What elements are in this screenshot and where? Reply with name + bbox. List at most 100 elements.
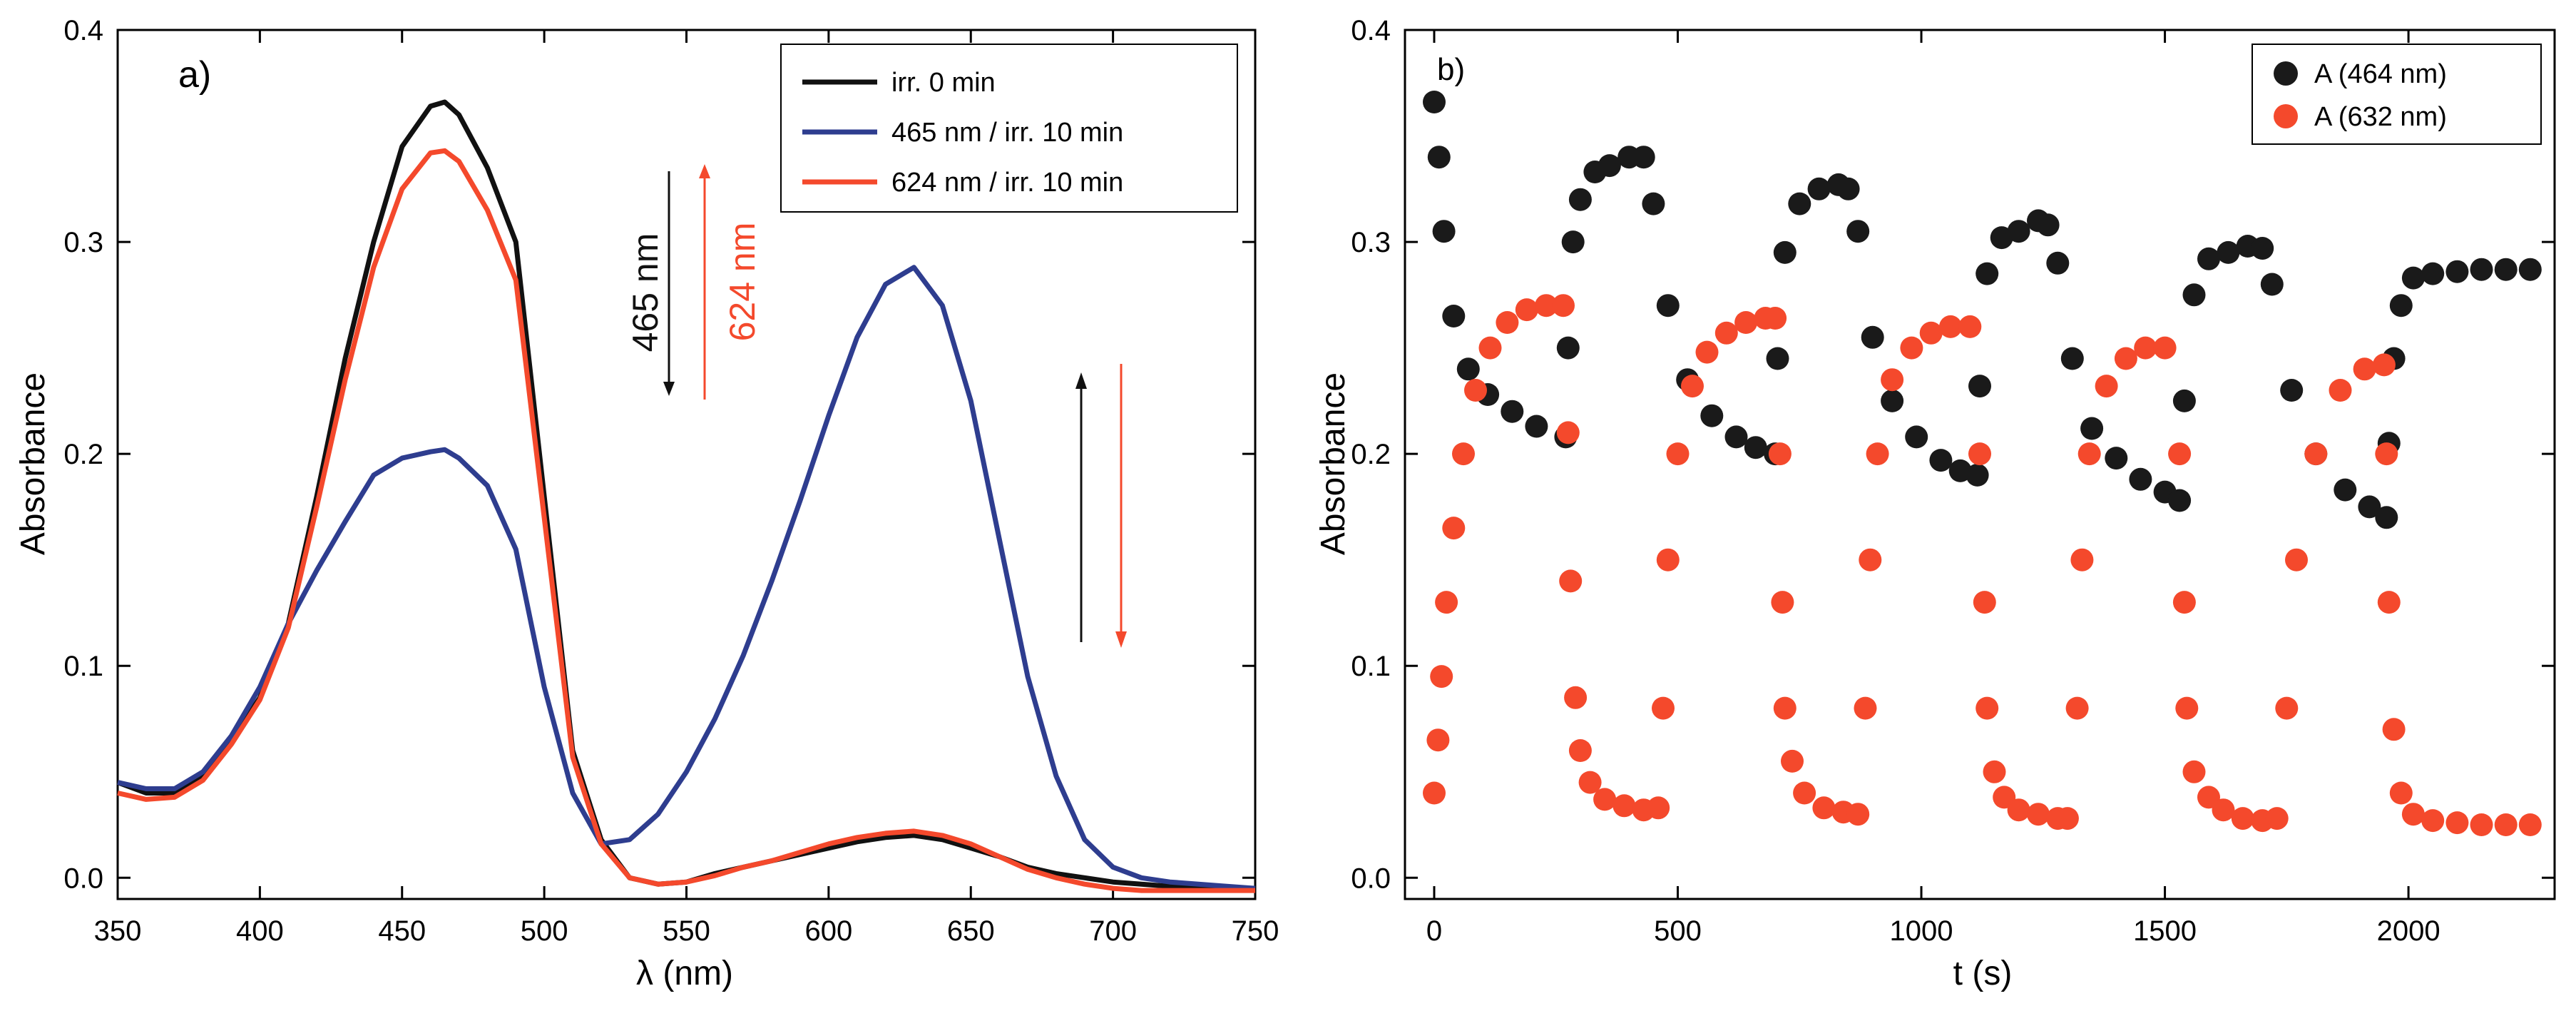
- scatter-point-1: [1812, 796, 1836, 820]
- scatter-point-1: [1681, 375, 1704, 398]
- scatter-point-0: [1700, 404, 1724, 427]
- scatter-point-0: [1556, 336, 1580, 360]
- scatter-point-1: [2304, 442, 2328, 466]
- b-y-tick-label: 0.0: [1351, 863, 1391, 894]
- scatter-point-1: [2153, 336, 2177, 360]
- scatter-point-0: [2182, 283, 2206, 307]
- scatter-point-1: [2175, 696, 2199, 720]
- scatter-point-1: [1559, 569, 1583, 593]
- scatter-point-0: [1432, 220, 1456, 243]
- a-x-tick-label: 350: [94, 915, 142, 947]
- scatter-point-1: [1900, 336, 1923, 360]
- panel-a-x-axis-title: λ (nm): [636, 955, 733, 992]
- scatter-point-0: [2172, 389, 2196, 412]
- scatter-point-0: [1501, 400, 1524, 423]
- scatter-point-0: [1632, 146, 1655, 169]
- scatter-point-0: [1968, 375, 1991, 398]
- scatter-point-1: [1556, 421, 1580, 444]
- legend-label-632: A (632 nm): [2314, 102, 2447, 132]
- scatter-point-0: [2036, 213, 2060, 237]
- scatter-point-0: [2060, 347, 2084, 370]
- scatter-point-1: [2055, 807, 2079, 830]
- scatter-point-1: [2070, 548, 2094, 571]
- scatter-point-1: [1430, 665, 1453, 689]
- scatter-point-1: [1593, 788, 1617, 811]
- scatter-point-1: [2445, 811, 2469, 835]
- arrow-465-down-head: [663, 382, 675, 396]
- a-x-tick-label: 650: [947, 915, 995, 947]
- scatter-point-0: [2334, 478, 2357, 502]
- scatter-point-0: [1427, 146, 1451, 169]
- scatter-point-0: [2080, 417, 2104, 440]
- scatter-point-0: [2251, 237, 2274, 260]
- legend-label-464: A (464 nm): [2314, 59, 2447, 89]
- scatter-point-1: [2007, 798, 2030, 822]
- scatter-point-1: [1768, 442, 1792, 466]
- scatter-point-1: [1859, 548, 1882, 571]
- scatter-point-1: [1958, 315, 1982, 338]
- scatter-point-0: [1456, 357, 1480, 381]
- scatter-point-0: [2217, 240, 2240, 264]
- scatter-point-0: [2445, 260, 2469, 283]
- scatter-point-1: [1656, 548, 1680, 571]
- scatter-point-1: [2065, 696, 2089, 720]
- arrow-red-down-head: [1115, 631, 1127, 648]
- scatter-point-1: [1793, 781, 1816, 805]
- scatter-point-1: [2375, 442, 2398, 466]
- scatter-point-1: [2353, 357, 2376, 381]
- scatter-point-1: [2168, 442, 2192, 466]
- panel-b-x-axis-title: t (s): [1953, 955, 2013, 992]
- panel-a-label: a): [178, 54, 211, 96]
- scatter-point-0: [2494, 258, 2518, 281]
- scatter-point-0: [1836, 177, 1860, 200]
- b-y-tick-label: 0.3: [1351, 227, 1391, 258]
- scatter-point-0: [1807, 177, 1831, 200]
- scatter-point-1: [1973, 591, 1996, 614]
- panel-b-legend: A (464 nm) A (632 nm): [2252, 44, 2542, 145]
- scatter-point-0: [1568, 188, 1592, 211]
- b-y-tick-label: 0.4: [1351, 15, 1391, 46]
- panel-b-y-axis-title: Absorbance: [1314, 372, 1352, 555]
- scatter-point-0: [1642, 192, 1665, 215]
- a-y-tick-label: 0.1: [63, 651, 103, 682]
- scatter-point-1: [2265, 807, 2289, 830]
- scatter-point-1: [1452, 442, 1475, 466]
- scatter-point-0: [1766, 347, 1789, 370]
- arrow-624-up-head: [699, 164, 710, 178]
- scatter-point-1: [1423, 781, 1446, 805]
- annotation-465-nm: 465 nm: [625, 233, 665, 352]
- panel-b-legend-box: [2252, 44, 2542, 145]
- scatter-point-1: [2494, 813, 2518, 836]
- legend-label-irr-0: irr. 0 min: [891, 68, 996, 98]
- scatter-point-1: [1976, 696, 1999, 720]
- scatter-point-1: [2275, 696, 2299, 720]
- scatter-point-1: [1568, 739, 1592, 762]
- scatter-point-1: [2372, 353, 2396, 377]
- a-x-tick-label: 450: [378, 915, 426, 947]
- scatter-point-1: [1478, 336, 1502, 360]
- scatter-point-0: [1773, 240, 1796, 264]
- scatter-point-0: [1861, 325, 1884, 349]
- annotation-624-nm: 624 nm: [722, 223, 762, 342]
- scatter-point-1: [2212, 798, 2235, 822]
- legend-label-624: 624 nm / irr. 10 min: [891, 168, 1123, 198]
- a-y-tick-label: 0.4: [63, 15, 103, 46]
- scatter-point-1: [1666, 442, 1690, 466]
- scatter-point-0: [1423, 91, 1446, 113]
- scatter-point-0: [2280, 379, 2304, 402]
- scatter-point-0: [1929, 449, 1953, 472]
- scatter-point-0: [1525, 415, 1548, 438]
- scatter-point-0: [1966, 463, 1989, 487]
- legend-marker-632: [2274, 104, 2298, 128]
- scatter-point-0: [2046, 251, 2070, 275]
- scatter-point-0: [1905, 425, 1928, 449]
- a-y-tick-label: 0.0: [63, 863, 103, 894]
- a-y-tick-label: 0.2: [63, 439, 103, 470]
- scatter-point-1: [2182, 760, 2206, 783]
- scatter-point-1: [1426, 728, 1450, 752]
- scatter-point-0: [2401, 266, 2425, 290]
- scatter-point-1: [2114, 347, 2137, 370]
- a-x-tick-label: 500: [521, 915, 568, 947]
- scatter-point-1: [1652, 696, 1675, 720]
- scatter-point-1: [2470, 813, 2493, 836]
